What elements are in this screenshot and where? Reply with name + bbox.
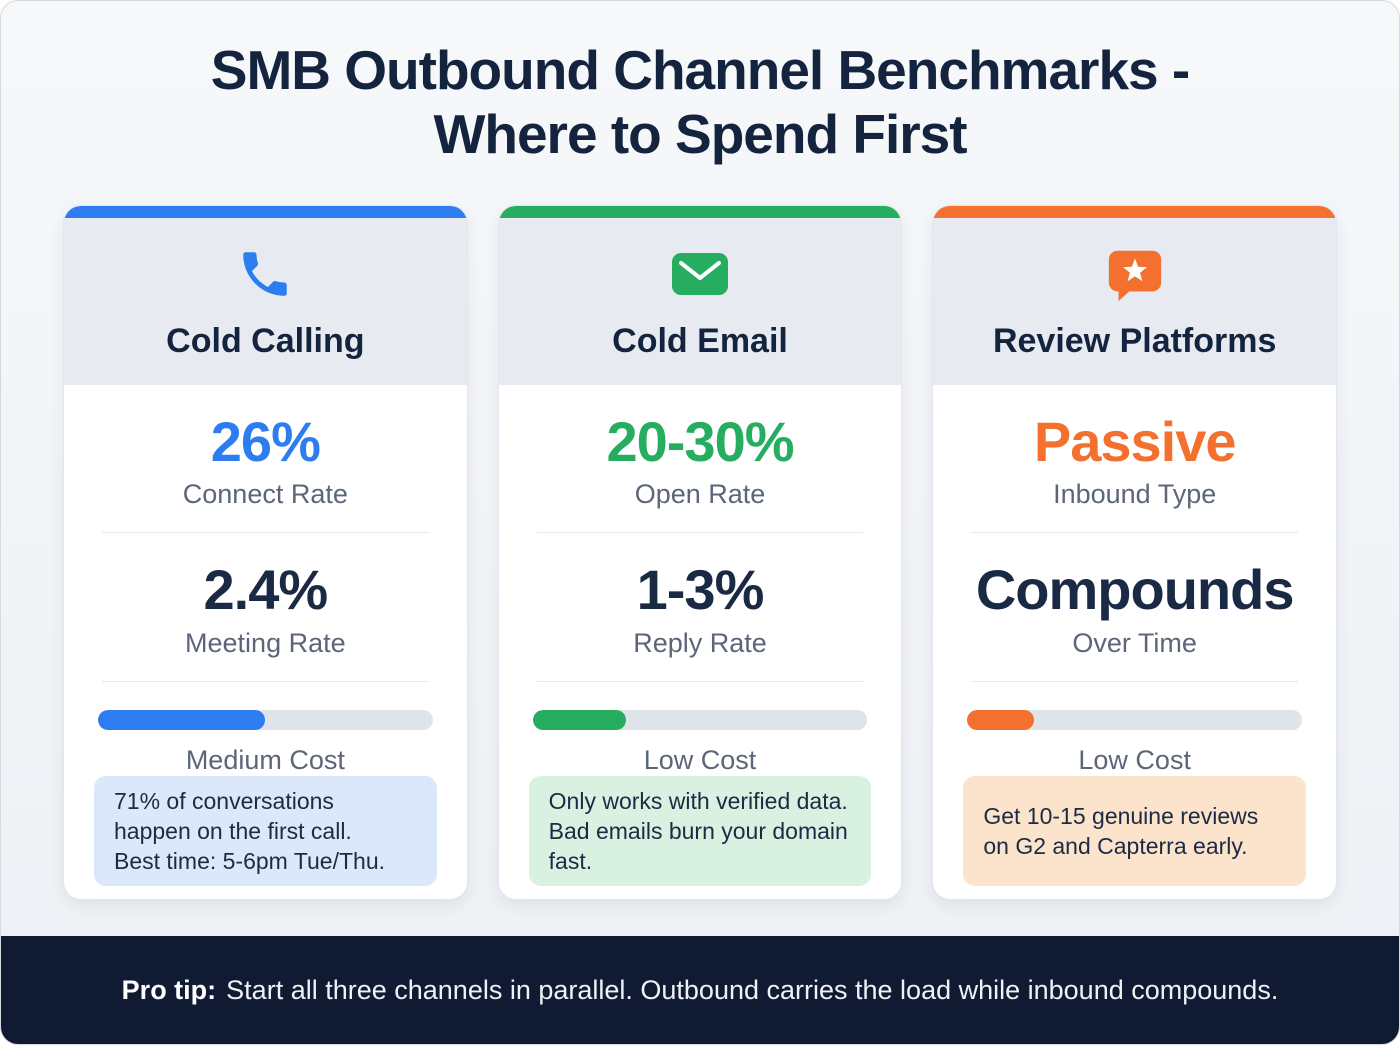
review-platforms-card: Review Platforms Passive Inbound Type Co… <box>932 204 1338 900</box>
cold-calling-accent-bar <box>64 205 467 218</box>
envelope-icon <box>513 242 888 306</box>
cost-progress-track <box>532 710 868 731</box>
pro-tip-prefix: Pro tip: <box>121 974 217 1005</box>
phone-icon <box>78 242 453 306</box>
stat-value: 2.4% <box>203 558 329 622</box>
divider <box>971 532 1299 534</box>
note-text: Get 10-15 genuine reviews on G2 and Capt… <box>983 802 1259 860</box>
stat-secondary: 1-3% Reply Rate <box>529 561 872 659</box>
stat-label: Inbound Type <box>1053 479 1217 510</box>
note-text: Only works with verified data. Bad email… <box>548 787 848 875</box>
note-box: Only works with verified data. Bad email… <box>528 776 872 887</box>
stat-value: 20-30% <box>606 409 794 473</box>
stat-label: Open Rate <box>634 479 766 510</box>
stat-label: Over Time <box>1072 628 1197 659</box>
stat-value: Compounds <box>975 558 1295 622</box>
cold-calling-header: Cold Calling <box>64 217 467 385</box>
cold-email-accent-bar <box>498 205 902 218</box>
cold-email-body: 20-30% Open Rate 1-3% Reply Rate Low Cos… <box>499 385 902 899</box>
review-platforms-accent-bar <box>933 205 1337 218</box>
divider <box>102 532 429 534</box>
cold-calling-card: Cold Calling 26% Connect Rate 2.4% Meeti… <box>63 204 468 900</box>
stat-secondary: Compounds Over Time <box>963 561 1306 659</box>
stat-primary: 26% Connect Rate <box>94 409 437 511</box>
note-box: Get 10-15 genuine reviews on G2 and Capt… <box>963 776 1307 887</box>
stat-label: Connect Rate <box>182 479 348 510</box>
stat-primary: Passive Inbound Type <box>963 409 1306 511</box>
cost-progress-track <box>98 710 433 731</box>
stat-value: 26% <box>210 409 321 473</box>
card-title: Review Platforms <box>992 321 1277 360</box>
cost-label: Low Cost <box>643 745 757 776</box>
pro-tip-text: Start all three channels in parallel. Ou… <box>226 974 1279 1005</box>
cold-email-card: Cold Email 20-30% Open Rate 1-3% Reply R… <box>497 204 903 900</box>
stat-label: Reply Rate <box>633 628 767 659</box>
page-title: SMB Outbound Channel Benchmarks - Where … <box>1 1 1399 167</box>
stat-value: 1-3% <box>636 558 765 622</box>
note-text: 71% of conversations happen on the first… <box>114 787 352 845</box>
divider <box>536 532 864 534</box>
stat-value: Passive <box>1033 409 1237 473</box>
review-platforms-header: Review Platforms <box>933 217 1337 385</box>
review-platforms-body: Passive Inbound Type Compounds Over Time… <box>933 385 1336 899</box>
card-title: Cold Calling <box>166 321 365 360</box>
stat-label: Meeting Rate <box>185 628 346 659</box>
divider <box>971 681 1299 683</box>
cold-email-header: Cold Email <box>498 217 902 385</box>
cost-progress-fill <box>532 710 627 731</box>
cost-progress-fill <box>98 710 266 731</box>
divider <box>536 681 864 683</box>
page-title-line-1: SMB Outbound Channel Benchmarks - <box>210 39 1190 101</box>
cost-progress-track <box>967 710 1303 731</box>
pro-tip-bar: Pro tip: Start all three channels in par… <box>1 936 1399 1044</box>
divider <box>102 681 429 683</box>
cost-progress-fill <box>967 710 1035 731</box>
benchmark-cards: Cold Calling 26% Connect Rate 2.4% Meeti… <box>1 204 1399 900</box>
note-text: Best time: 5-6pm Tue/Thu. <box>114 848 386 875</box>
card-title: Cold Email <box>612 321 788 360</box>
stat-secondary: 2.4% Meeting Rate <box>94 561 437 659</box>
stat-primary: 20-30% Open Rate <box>529 409 872 511</box>
cost-label: Low Cost <box>1078 745 1191 776</box>
cost-label: Medium Cost <box>185 745 345 776</box>
cold-calling-body: 26% Connect Rate 2.4% Meeting Rate Mediu… <box>64 385 467 899</box>
note-box: 71% of conversations happen on the first… <box>94 776 437 887</box>
review-star-bubble-icon <box>947 242 1322 306</box>
page-title-line-2: Where to Spend First <box>433 102 967 165</box>
